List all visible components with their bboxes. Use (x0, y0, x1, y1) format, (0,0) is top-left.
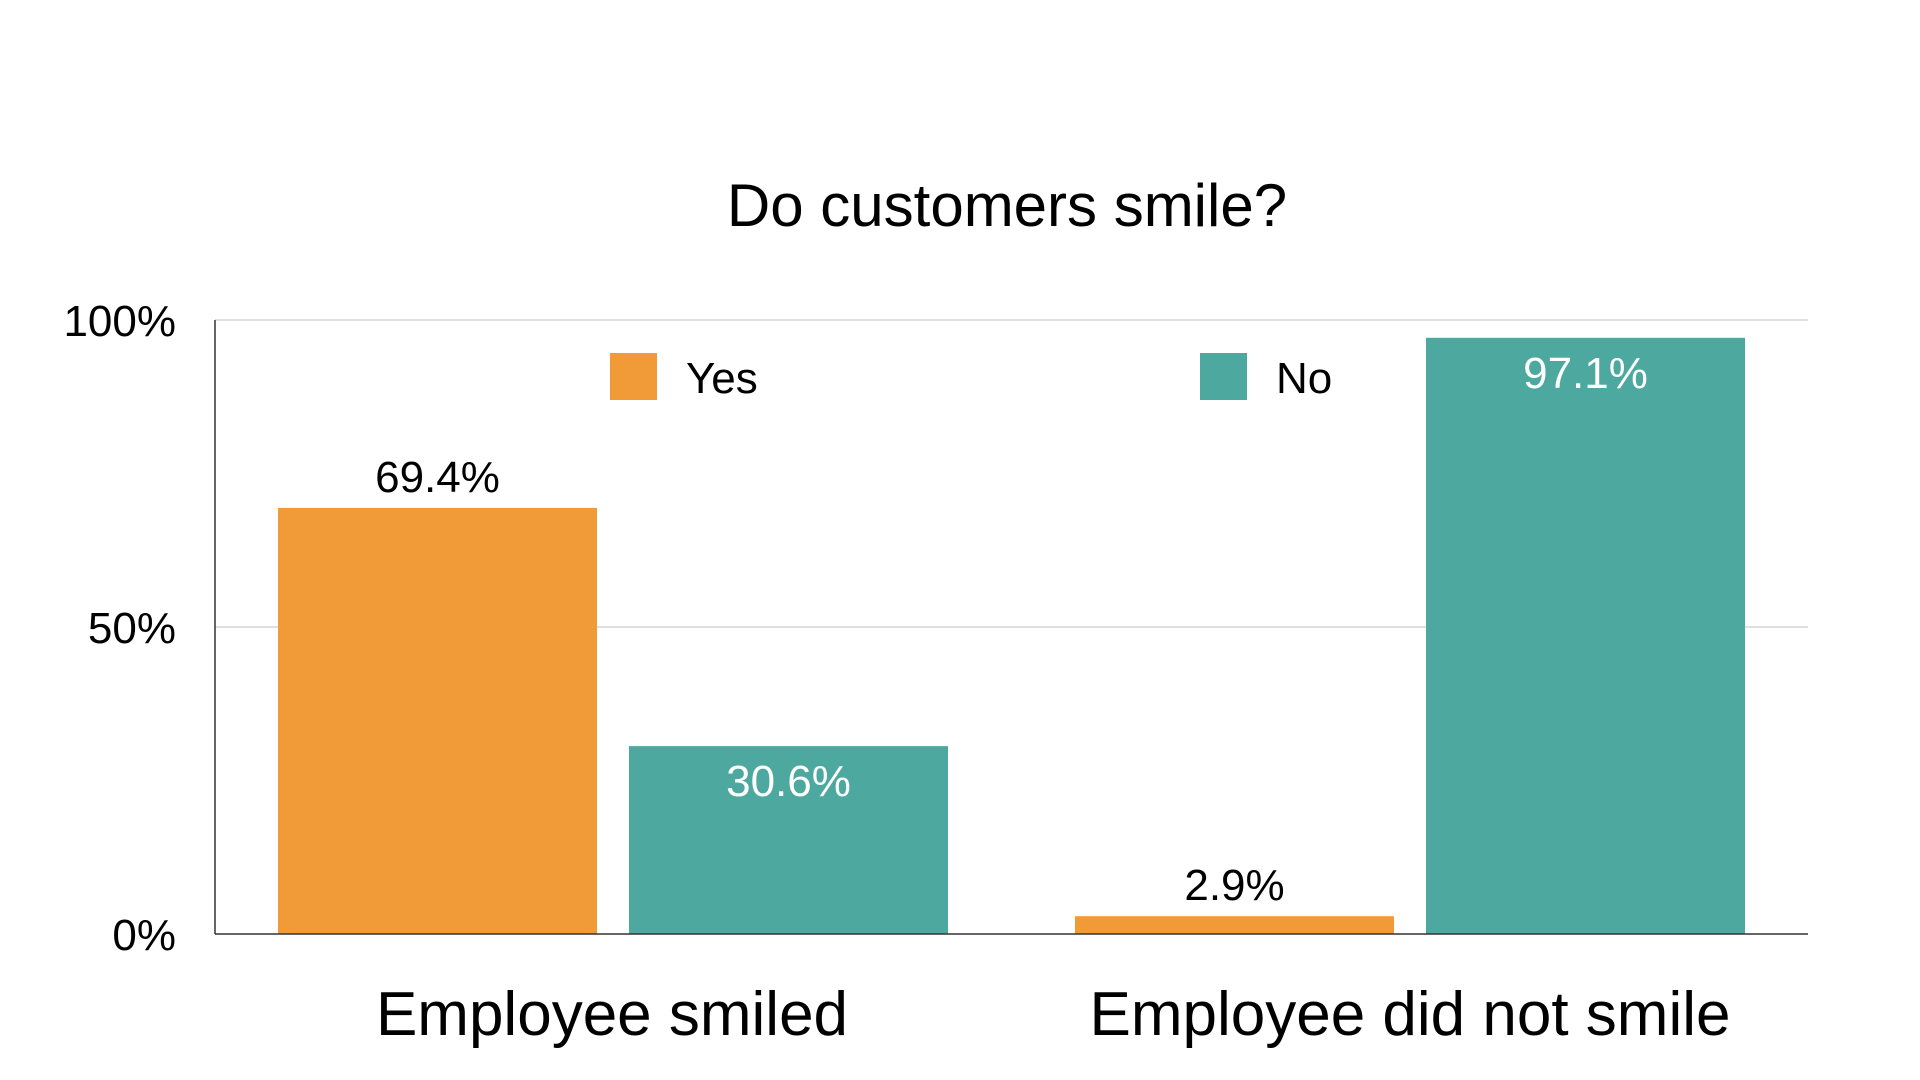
legend: Yes No (610, 353, 1332, 403)
bars (278, 337, 1745, 934)
data-labels: 69.4% 30.6% 2.9% 97.1% (375, 349, 1648, 910)
category-label: Employee did not smile (1090, 980, 1731, 1049)
y-tick-label: 0% (112, 911, 176, 960)
category-label: Employee smiled (376, 980, 848, 1049)
chart-title: Do customers smile? (727, 172, 1287, 239)
data-label: 2.9% (1184, 861, 1284, 910)
bar-yes-0 (278, 507, 597, 934)
legend-label-no: No (1276, 354, 1332, 403)
y-tick-label: 100% (63, 297, 176, 346)
category-labels: Employee smiled Employee did not smile (376, 980, 1731, 1049)
bar-no-1 (1426, 337, 1745, 934)
y-tick-label: 50% (88, 604, 176, 653)
legend-swatch-yes (610, 353, 657, 400)
bar-no-0 (629, 746, 948, 934)
data-label: 97.1% (1523, 349, 1648, 398)
y-axis-ticks: 0% 50% 100% (63, 297, 176, 960)
data-label: 30.6% (726, 757, 851, 806)
data-label: 69.4% (375, 453, 500, 502)
legend-swatch-no (1200, 353, 1247, 400)
legend-label-yes: Yes (686, 354, 758, 403)
bar-yes-1 (1075, 916, 1394, 934)
